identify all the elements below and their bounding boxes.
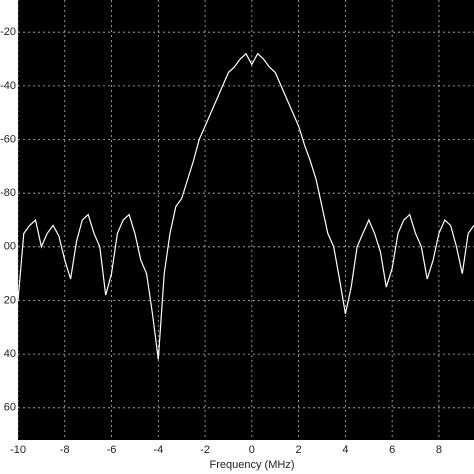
y-tick-label: 20 [4,294,16,306]
spectrum-line [17,52,474,360]
x-tick-label: -6 [107,444,117,456]
y-tick-label: -60 [0,133,16,145]
x-tick-label: -4 [153,444,163,456]
x-tick-label: 8 [436,444,442,456]
y-tick-label: -20 [0,26,16,38]
x-tick-label: -2 [200,444,210,456]
x-tick-label: 6 [389,444,395,456]
y-tick-label: -80 [0,187,16,199]
x-tick-label: 2 [296,444,302,456]
x-tick-label: -8 [60,444,70,456]
x-tick-label: 0 [249,444,255,456]
y-tick-label: -40 [0,80,16,92]
x-tick-label: -10 [10,444,26,456]
plot-area [18,0,474,440]
y-tick-label: 60 [4,402,16,414]
x-tick-label: 4 [342,444,348,456]
y-tick-label: 00 [4,241,16,253]
y-tick-label: 40 [4,348,16,360]
x-axis-label: Frequency (MHz) [210,459,295,471]
